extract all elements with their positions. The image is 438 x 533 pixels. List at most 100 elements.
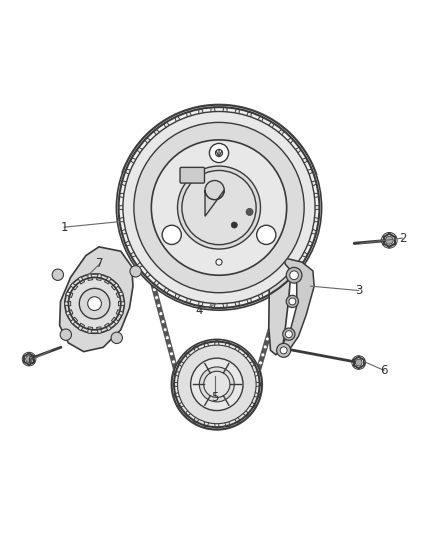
- Polygon shape: [154, 129, 163, 140]
- Text: 1: 1: [60, 221, 68, 233]
- Circle shape: [157, 304, 161, 308]
- Circle shape: [65, 274, 124, 333]
- Circle shape: [177, 404, 181, 408]
- Polygon shape: [173, 382, 181, 387]
- Polygon shape: [121, 228, 132, 234]
- Circle shape: [181, 410, 185, 415]
- Circle shape: [309, 162, 312, 166]
- Polygon shape: [130, 249, 141, 257]
- Circle shape: [182, 171, 256, 245]
- Circle shape: [163, 328, 167, 332]
- Polygon shape: [251, 391, 259, 397]
- Circle shape: [258, 373, 261, 377]
- Circle shape: [256, 112, 260, 116]
- Polygon shape: [66, 310, 73, 315]
- Polygon shape: [125, 169, 136, 177]
- Circle shape: [170, 352, 173, 356]
- Circle shape: [191, 108, 194, 112]
- Polygon shape: [175, 116, 183, 127]
- Circle shape: [88, 297, 102, 311]
- Circle shape: [272, 313, 276, 317]
- Polygon shape: [105, 301, 121, 308]
- Circle shape: [282, 281, 286, 285]
- Polygon shape: [280, 258, 314, 354]
- Polygon shape: [137, 147, 147, 157]
- Polygon shape: [223, 342, 230, 351]
- Circle shape: [177, 345, 256, 424]
- Circle shape: [191, 358, 243, 410]
- Text: 6: 6: [27, 354, 34, 367]
- Circle shape: [300, 217, 304, 222]
- Circle shape: [257, 225, 276, 245]
- Circle shape: [232, 106, 236, 109]
- Circle shape: [307, 193, 311, 198]
- Polygon shape: [283, 138, 293, 148]
- Circle shape: [258, 381, 262, 385]
- Polygon shape: [125, 238, 136, 246]
- Polygon shape: [145, 268, 155, 278]
- Circle shape: [146, 264, 150, 268]
- Circle shape: [135, 223, 139, 228]
- Circle shape: [154, 126, 158, 131]
- Circle shape: [286, 330, 292, 338]
- Polygon shape: [74, 282, 87, 296]
- Circle shape: [155, 296, 159, 300]
- Circle shape: [194, 421, 198, 425]
- Circle shape: [162, 225, 181, 245]
- Polygon shape: [291, 147, 301, 157]
- Polygon shape: [71, 317, 78, 324]
- Polygon shape: [187, 293, 194, 303]
- Circle shape: [209, 143, 229, 163]
- Polygon shape: [233, 109, 239, 119]
- Circle shape: [172, 388, 176, 392]
- Circle shape: [140, 239, 144, 244]
- Circle shape: [167, 344, 171, 348]
- Circle shape: [295, 141, 299, 145]
- Polygon shape: [275, 129, 284, 140]
- Polygon shape: [291, 259, 301, 268]
- Circle shape: [305, 155, 309, 159]
- Circle shape: [60, 329, 71, 341]
- Circle shape: [290, 271, 298, 280]
- Circle shape: [165, 336, 169, 340]
- Polygon shape: [185, 408, 194, 416]
- Circle shape: [218, 426, 222, 430]
- Circle shape: [265, 337, 269, 341]
- Polygon shape: [185, 352, 194, 361]
- Circle shape: [152, 288, 156, 292]
- Polygon shape: [214, 341, 219, 349]
- Circle shape: [241, 417, 245, 421]
- Polygon shape: [223, 418, 230, 427]
- Circle shape: [173, 396, 177, 400]
- Circle shape: [117, 105, 321, 310]
- Circle shape: [277, 343, 290, 357]
- Circle shape: [161, 122, 165, 125]
- Polygon shape: [164, 122, 173, 132]
- Polygon shape: [116, 310, 124, 315]
- Polygon shape: [297, 249, 308, 257]
- Polygon shape: [130, 158, 141, 166]
- Circle shape: [270, 119, 274, 124]
- Circle shape: [131, 207, 135, 212]
- Polygon shape: [96, 274, 101, 280]
- Circle shape: [123, 111, 315, 304]
- Circle shape: [210, 426, 214, 430]
- Circle shape: [303, 209, 307, 214]
- Circle shape: [286, 265, 290, 269]
- Circle shape: [187, 416, 191, 421]
- Polygon shape: [253, 382, 261, 387]
- Polygon shape: [204, 418, 210, 427]
- Polygon shape: [187, 111, 194, 122]
- Polygon shape: [297, 158, 308, 166]
- Polygon shape: [310, 205, 319, 211]
- Circle shape: [277, 124, 281, 128]
- Circle shape: [125, 183, 129, 188]
- Circle shape: [279, 289, 283, 293]
- Circle shape: [127, 158, 131, 162]
- Polygon shape: [199, 296, 205, 306]
- Polygon shape: [214, 420, 219, 428]
- Circle shape: [258, 390, 262, 393]
- Circle shape: [355, 359, 362, 366]
- Circle shape: [204, 372, 230, 398]
- Circle shape: [134, 123, 304, 293]
